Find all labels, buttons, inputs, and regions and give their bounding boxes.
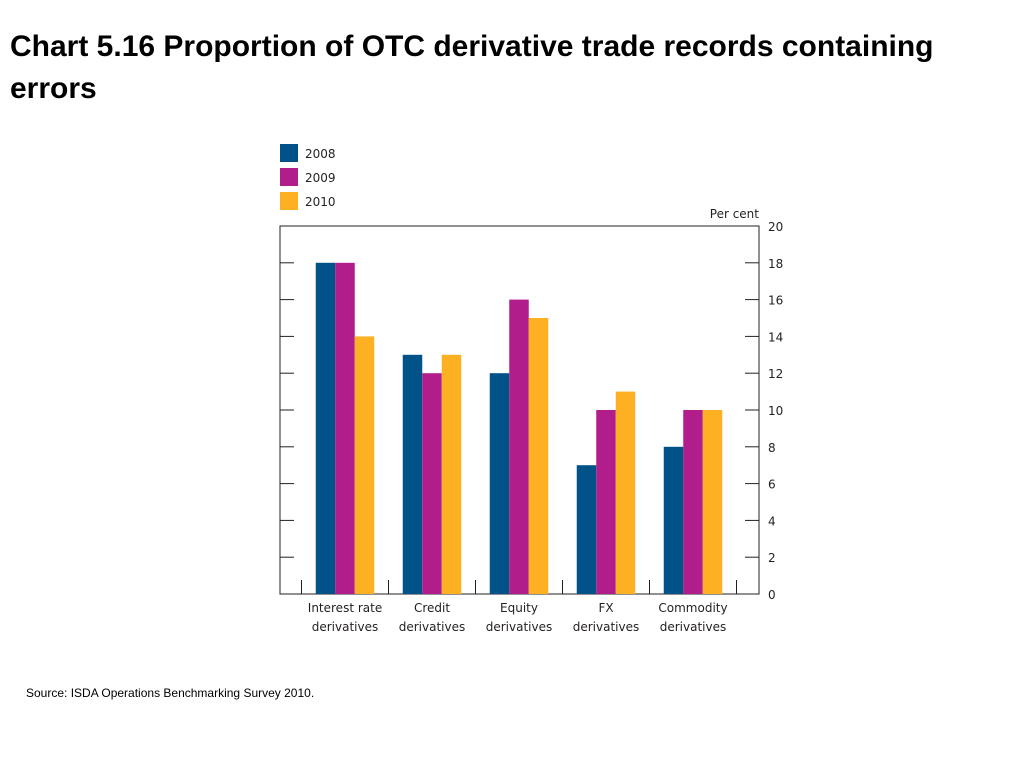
bars: [315, 262, 723, 594]
bar-2009-3: [596, 410, 616, 594]
x-axis: Interest rate derivatives Credit derivative…: [301, 580, 737, 634]
y-tick-label: 6: [768, 478, 776, 492]
bar-2008-1: [402, 354, 423, 594]
y-tick-label: 8: [768, 441, 776, 455]
bar-2010-2: [528, 318, 549, 594]
bar-2009-2: [509, 299, 529, 594]
legend-label-2009: 2009: [305, 171, 336, 185]
bar-2010-4: [702, 410, 723, 594]
x-tick-label: derivatives: [399, 620, 466, 634]
legend-label-2010: 2010: [305, 195, 336, 209]
y-tick-label: 18: [768, 257, 783, 271]
legend: 2008 2009 2010: [280, 144, 336, 210]
bar-2009-0: [335, 262, 355, 594]
x-tick-label: derivatives: [486, 620, 553, 634]
chart-title: Chart 5.16 Proportion of OTC derivative …: [10, 30, 934, 105]
bar-2008-4: [663, 446, 684, 594]
x-tick-label: derivatives: [312, 620, 379, 634]
y-tick-label: 10: [768, 404, 783, 418]
unit-label: Per cent: [710, 207, 760, 221]
x-tick-label: FX: [598, 601, 613, 615]
legend-label-2008: 2008: [305, 147, 336, 161]
legend-swatch-2008: [280, 144, 298, 162]
y-tick-label: 14: [768, 330, 783, 344]
bar-2009-1: [422, 373, 442, 594]
x-tick-label: Credit: [414, 601, 450, 615]
source-note: Source: ISDA Operations Benchmarking Sur…: [26, 686, 315, 700]
x-tick-label: derivatives: [660, 620, 727, 634]
bar-2008-2: [489, 373, 510, 594]
bar-2010-0: [354, 336, 375, 594]
bar-2009-4: [683, 410, 703, 594]
y-tick-label: 16: [768, 294, 783, 308]
x-tick-label: Commodity: [658, 601, 727, 615]
y-tick-label: 0: [768, 588, 776, 602]
x-tick-label: Interest rate: [308, 601, 382, 615]
legend-swatch-2009: [280, 168, 298, 186]
bar-2010-3: [615, 391, 636, 594]
y-tick-label: 20: [768, 220, 783, 234]
y-axis: 0 2 4 6 8 10 12 14 16 18 20: [280, 220, 783, 602]
bar-2008-0: [315, 262, 336, 594]
y-tick-label: 12: [768, 367, 783, 381]
y-tick-label: 2: [768, 551, 776, 565]
x-tick-label: Equity: [500, 601, 538, 615]
y-tick-label: 4: [768, 514, 776, 528]
x-tick-label: derivatives: [573, 620, 640, 634]
bar-2010-1: [441, 354, 462, 594]
legend-swatch-2010: [280, 192, 298, 210]
bar-2008-3: [576, 465, 597, 594]
